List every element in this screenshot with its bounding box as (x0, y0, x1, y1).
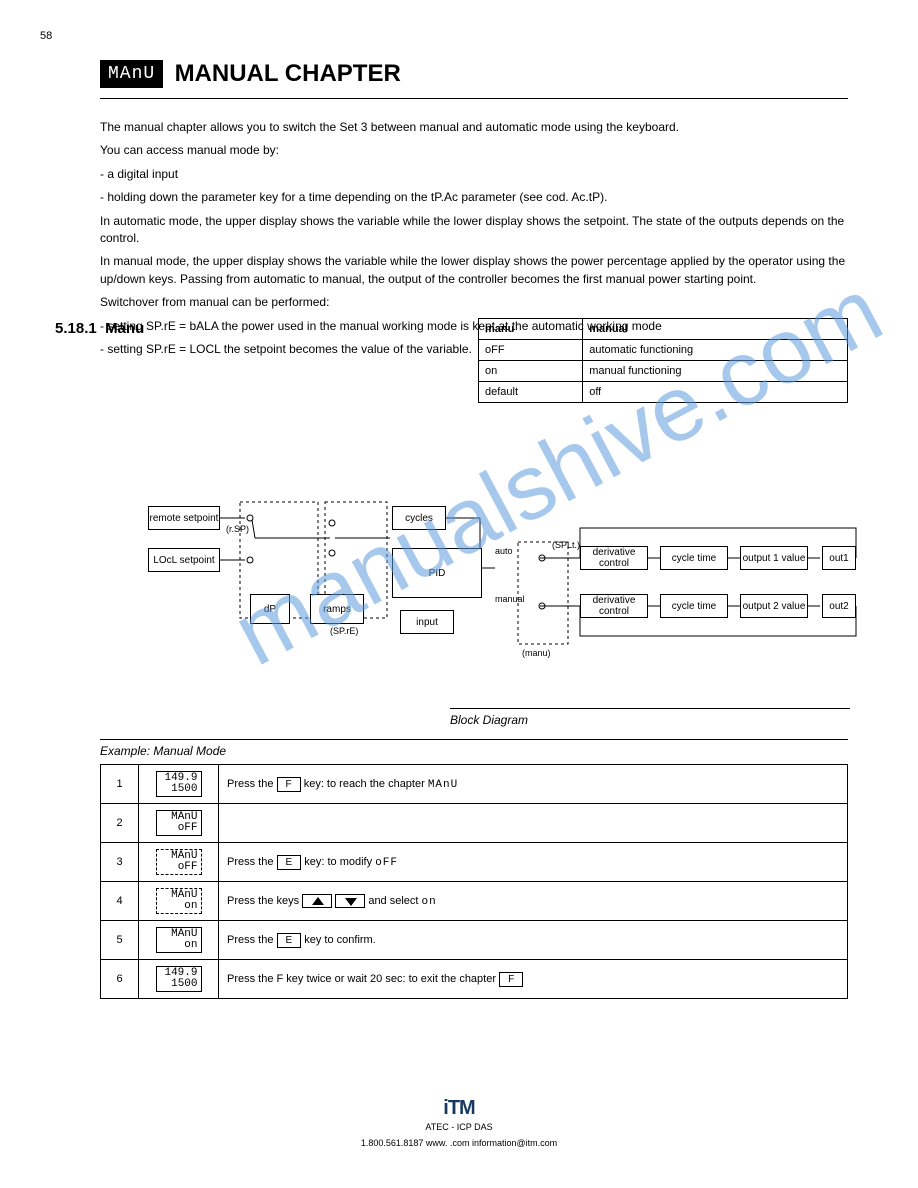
example-table: 1 149.91500 Press the F key: to reach the … (100, 764, 848, 999)
row-num: 5 (101, 921, 139, 960)
row-text (219, 804, 848, 843)
node-cycle1: cycle time (660, 546, 728, 570)
block-diagram: remote setpoint LOcL setpoint dP ramps c… (100, 498, 848, 688)
row-text: Press the F key twice or wait 20 sec: to… (219, 960, 848, 999)
row-lcd-cell: MAnUoFF (139, 843, 219, 882)
node-cycles: cycles (392, 506, 446, 530)
intro-1: The manual chapter allows you to switch … (100, 119, 848, 136)
row-lcd-cell: MAnUon (139, 921, 219, 960)
header-row: MAnU MANUAL CHAPTER (100, 60, 848, 88)
page-number: 58 (40, 30, 52, 42)
intro-2: You can access manual mode by: (100, 142, 848, 159)
example-row: 6 149.91500 Press the F key twice or wait … (101, 960, 848, 999)
header-chip: MAnU (100, 60, 163, 88)
label-manu: (manu) (522, 648, 551, 658)
header-title: MANUAL CHAPTER (175, 60, 401, 87)
row-text: Press the E key to confirm. (219, 921, 848, 960)
row-num: 1 (101, 765, 139, 804)
node-local-sp: LOcL setpoint (148, 548, 220, 572)
label-rsp: (r.SP) (226, 524, 249, 534)
node-deriv1: derivative control (580, 546, 648, 570)
footer-contact: 1.800.561.8187 www. .com information@itm… (0, 1138, 918, 1148)
key-up-icon (302, 894, 332, 908)
section-example: Example: Manual Mode (100, 739, 848, 758)
param-table: manumanual oFFautomatic functioning onma… (478, 318, 848, 403)
lcd-display: 149.91500 (156, 771, 202, 797)
row-num: 4 (101, 882, 139, 921)
label-auto: auto (495, 546, 513, 556)
node-pid: PID (392, 548, 482, 598)
node-out1: output 1 value (740, 546, 808, 570)
intro-3: In automatic mode, the upper display sho… (100, 213, 848, 248)
row-lcd-cell: 149.91500 (139, 960, 219, 999)
key-f: F (277, 777, 301, 792)
row-lcd-cell: MAnUon (139, 882, 219, 921)
bullet-2: - holding down the parameter key for a t… (100, 189, 848, 206)
example-row: 5 MAnUon Press the E key to confirm. (101, 921, 848, 960)
node-deriv2: derivative control (580, 594, 648, 618)
row-num: 3 (101, 843, 139, 882)
intro-5: Switchover from manual can be performed: (100, 294, 848, 311)
row-text: Press the keys and select on (219, 882, 848, 921)
td-on: on (479, 361, 583, 382)
td-off: oFF (479, 340, 583, 361)
lcd-display: MAnUoFF (156, 810, 202, 836)
example-row: 1 149.91500 Press the F key: to reach the … (101, 765, 848, 804)
section-block-diagram: Block Diagram (450, 708, 850, 727)
bullet-1: - a digital input (100, 166, 848, 183)
node-out2: output 2 value (740, 594, 808, 618)
td-man: manual functioning (583, 361, 848, 382)
example-row: 3 MAnUoFF Press the E key: to modify oFF (101, 843, 848, 882)
node-remote-sp: remote setpoint (148, 506, 220, 530)
header-rule (100, 98, 848, 99)
node-input: input (400, 610, 454, 634)
lcd-display: MAnUoFF (156, 849, 202, 875)
row-num: 6 (101, 960, 139, 999)
lcd-display: MAnUon (156, 927, 202, 953)
key-e: E (277, 855, 302, 870)
node-dp: dP (250, 594, 290, 624)
key-down-icon (335, 894, 365, 908)
lcd-display: MAnUon (156, 888, 202, 914)
label-spre: (SP.rE) (330, 626, 358, 636)
key-f: F (499, 972, 523, 987)
page-content: 58 MAnU MANUAL CHAPTER The manual chapte… (0, 0, 918, 1039)
node-cycle2: cycle time (660, 594, 728, 618)
th-manu: manu (479, 319, 583, 340)
footer-sub: ATEC - ICP DAS (0, 1122, 918, 1132)
node-out1s: out1 (822, 546, 856, 570)
example-row: 2 MAnUoFF (101, 804, 848, 843)
label-split: (SPLt.) (552, 540, 580, 550)
lcd-display: 149.91500 (156, 966, 202, 992)
th-manual: manual (583, 319, 848, 340)
example-row: 4 MAnUon Press the keys and select on (101, 882, 848, 921)
label-manual: manual (495, 594, 525, 604)
td-default: default (479, 382, 583, 403)
row-num: 2 (101, 804, 139, 843)
row-lcd-cell: 149.91500 (139, 765, 219, 804)
intro-4: In manual mode, the upper display shows … (100, 253, 848, 288)
chapter-number: 5.18.1 Manu (55, 320, 144, 337)
key-e: E (277, 933, 302, 948)
footer-logo: iTM (0, 1097, 918, 1120)
td-defval: off (583, 382, 848, 403)
td-auto: automatic functioning (583, 340, 848, 361)
node-ramps: ramps (310, 594, 364, 624)
row-lcd-cell: MAnUoFF (139, 804, 219, 843)
node-out2s: out2 (822, 594, 856, 618)
row-text: Press the F key: to reach the chapter MA… (219, 765, 848, 804)
footer: iTM ATEC - ICP DAS 1.800.561.8187 www. .… (0, 1097, 918, 1148)
row-text: Press the E key: to modify oFF (219, 843, 848, 882)
